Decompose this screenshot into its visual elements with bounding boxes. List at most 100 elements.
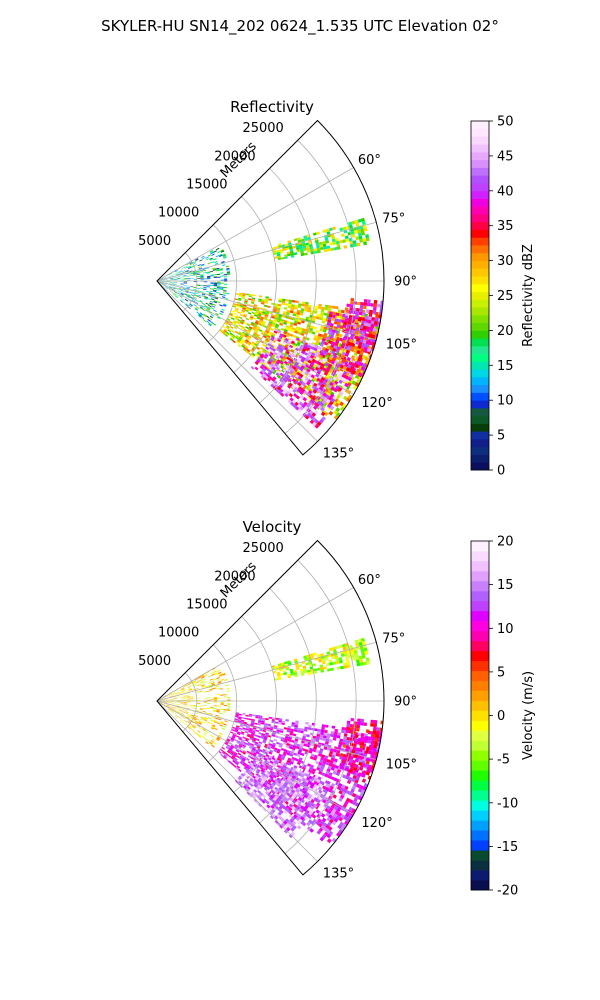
reflectivity-echo-cell: [273, 330, 278, 334]
velocity-echo-cell: [322, 760, 327, 765]
velocity-echo-cell: [312, 786, 317, 791]
velocity-echo-cell: [353, 797, 358, 803]
velocity-echo-cell: [299, 744, 304, 749]
velocity-echo-cell: [341, 791, 346, 797]
reflectivity-echo-cell: [213, 276, 218, 278]
velocity-echo-cell: [163, 696, 167, 699]
reflectivity-echo-cell: [240, 340, 245, 344]
velocity-echo-cell: [338, 790, 343, 795]
reflectivity-echo-cell: [296, 337, 300, 341]
reflectivity-echo-cell: [364, 332, 369, 337]
velocity-echo-cell: [286, 752, 291, 756]
velocity-echo-cell: [248, 715, 253, 718]
reflectivity-echo-cell: [292, 403, 297, 409]
velocity-echo-cell: [339, 765, 344, 770]
reflectivity-echo-cell: [339, 364, 344, 369]
reflectivity-echo-cell: [187, 266, 192, 269]
reflectivity-echo-cell: [320, 376, 326, 382]
velocity-echo-cell: [223, 696, 228, 698]
velocity-echo-cell: [276, 757, 281, 761]
velocity-echo-cell: [256, 780, 260, 785]
velocity-echo-cell: [254, 777, 259, 781]
velocity-echo-cell: [163, 697, 167, 699]
reflectivity-echo-cell: [229, 320, 233, 324]
velocity-echo-cell: [309, 756, 314, 760]
velocity-echo-cell: [183, 695, 187, 697]
velocity-echo-cell: [279, 763, 284, 767]
velocity-echo-cell: [336, 666, 341, 670]
velocity-echo-cell: [288, 807, 293, 812]
reflectivity-echo-cell: [283, 321, 287, 325]
reflectivity-echo-cell: [317, 361, 322, 366]
reflectivity-echo-cell: [224, 328, 228, 332]
velocity-echo-cell: [281, 822, 286, 827]
reflectivity-echo-cell: [182, 270, 186, 272]
velocity-echo-cell: [251, 740, 256, 744]
velocity-echo-cell: [270, 804, 275, 809]
reflectivity-echo-cell: [262, 311, 266, 315]
velocity-echo-cell: [278, 744, 283, 748]
velocity-echo-cell: [201, 675, 205, 678]
velocity-echo-cell: [197, 702, 201, 704]
reflectivity-echo-cell: [248, 309, 253, 312]
velocity-echo-cell: [226, 709, 231, 711]
reflectivity-echo-cell: [242, 293, 246, 295]
reflectivity-echo-cell: [287, 399, 292, 404]
velocity-echo-cell: [174, 710, 178, 712]
velocity-echo-cell: [277, 811, 282, 816]
velocity-theta-tick-label: 90°: [394, 695, 417, 710]
reflectivity-echo-cell: [295, 395, 300, 400]
velocity-echo-cell: [257, 774, 261, 778]
reflectivity-echo-cell: [277, 318, 282, 321]
velocity-echo-cell: [226, 738, 231, 741]
velocity-echo-cell: [163, 703, 167, 705]
reflectivity-echo-cell: [364, 356, 369, 361]
velocity-echo-cell: [349, 755, 354, 760]
reflectivity-echo-cell: [225, 332, 229, 336]
velocity-echo-cell: [351, 785, 357, 790]
reflectivity-colorbar-label: Reflectivity dBZ: [521, 244, 536, 347]
velocity-echo-cell: [248, 718, 252, 721]
velocity-echo-cell: [310, 753, 315, 758]
reflectivity-echo-cell: [241, 309, 246, 313]
reflectivity-echo-cell: [376, 303, 381, 308]
reflectivity-echo-cell: [367, 357, 371, 362]
velocity-echo-cell: [365, 729, 370, 734]
velocity-echo-cell: [312, 818, 318, 824]
velocity-echo-cell: [271, 720, 275, 724]
velocity-echo-cell: [293, 670, 297, 673]
velocity-echo-cell: [217, 681, 222, 683]
reflectivity-echo-cell: [223, 276, 228, 278]
velocity-echo-cell: [282, 783, 287, 788]
reflectivity-echo-cell: [184, 293, 188, 296]
velocity-echo-cell: [256, 738, 260, 742]
velocity-echo-cell: [214, 717, 219, 720]
reflectivity-echo-cell: [257, 322, 262, 326]
reflectivity-echo-cell: [317, 388, 322, 394]
reflectivity-echo-cell: [203, 286, 207, 288]
reflectivity-echo-cell: [326, 322, 331, 326]
reflectivity-echo-cell: [260, 346, 264, 351]
reflectivity-echo-cell: [217, 282, 221, 284]
velocity-title: Velocity: [243, 518, 302, 536]
velocity-echo-cell: [190, 714, 195, 717]
velocity-echo-cell: [250, 734, 254, 738]
reflectivity-echo-cell: [304, 415, 310, 420]
velocity-echo-cell: [257, 748, 262, 752]
reflectivity-echo-cell: [222, 330, 227, 334]
velocity-echo-cell: [261, 774, 265, 778]
reflectivity-echo-cell: [315, 351, 320, 356]
velocity-echo-cell: [308, 750, 313, 754]
reflectivity-echo-cell: [299, 246, 303, 250]
reflectivity-echo-cell: [231, 335, 236, 339]
velocity-echo-cell: [192, 681, 196, 684]
velocity-echo-cell: [284, 793, 289, 798]
reflectivity-echo-cell: [344, 375, 349, 380]
velocity-echo-cell: [195, 721, 199, 724]
reflectivity-echo-cell: [242, 305, 247, 309]
velocity-echo-cell: [369, 747, 374, 752]
reflectivity-echo-cell: [285, 376, 290, 381]
reflectivity-echo-cell: [196, 274, 200, 276]
velocity-echo-cell: [317, 744, 321, 749]
